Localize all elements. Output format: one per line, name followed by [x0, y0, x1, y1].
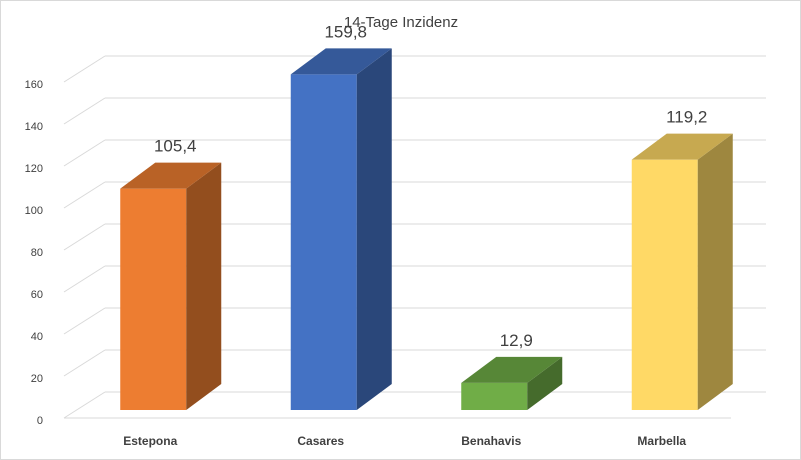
grid-diagonal: [63, 139, 106, 167]
y-tick-label: 40: [31, 331, 43, 343]
bar-top: [461, 356, 563, 383]
bar-side: [186, 162, 222, 410]
grid-diagonal: [63, 265, 106, 293]
y-tick-label: 160: [25, 79, 43, 91]
bar-side: [527, 356, 563, 410]
category-label: Marbella: [637, 434, 686, 448]
y-tick-label: 120: [25, 163, 43, 175]
bar-estepona: [120, 162, 222, 410]
grid-diagonal: [63, 55, 106, 83]
y-tick-label: 100: [25, 205, 43, 217]
grid-diagonal: [63, 97, 106, 125]
bar-side: [356, 48, 392, 411]
bar-top: [631, 133, 733, 160]
bar-top: [290, 48, 392, 75]
grid-diagonal: [63, 223, 106, 251]
chart-title: 14-Tage Inzidenz: [344, 14, 458, 31]
y-axis-ticks: 0 20 40 60 80 100 120 140 160: [25, 79, 43, 427]
bars: [120, 48, 733, 411]
bar-front: [461, 382, 528, 410]
y-tick-label: 80: [31, 247, 43, 259]
grid-diagonal: [63, 307, 106, 335]
x-axis-labels: Estepona Casares Benahavis Marbella: [123, 434, 686, 448]
bar-side: [697, 133, 733, 410]
category-label: Benahavis: [461, 434, 521, 448]
data-label: 159,8: [324, 22, 367, 41]
data-label: 119,2: [666, 108, 707, 127]
data-label: 12,9: [500, 331, 533, 350]
bar-casares: [290, 48, 392, 411]
grid-diagonal: [63, 349, 106, 377]
category-label: Casares: [297, 434, 344, 448]
grid-diagonal: [63, 181, 106, 209]
bar-front: [290, 74, 357, 411]
grid-diagonal: [63, 391, 106, 419]
bar-marbella: [631, 133, 733, 410]
data-label: 105,4: [154, 137, 197, 156]
y-tick-label: 60: [31, 289, 43, 301]
y-tick-label: 0: [37, 415, 43, 427]
bar-front: [120, 188, 187, 410]
data-labels: 105,4 159,8 12,9 119,2: [154, 22, 707, 349]
y-tick-label: 20: [31, 373, 43, 385]
bar-top: [120, 162, 222, 189]
bar-front: [631, 159, 698, 410]
y-tick-label: 140: [25, 121, 43, 133]
category-label: Estepona: [123, 434, 177, 448]
bar-benahavis: [461, 356, 563, 410]
